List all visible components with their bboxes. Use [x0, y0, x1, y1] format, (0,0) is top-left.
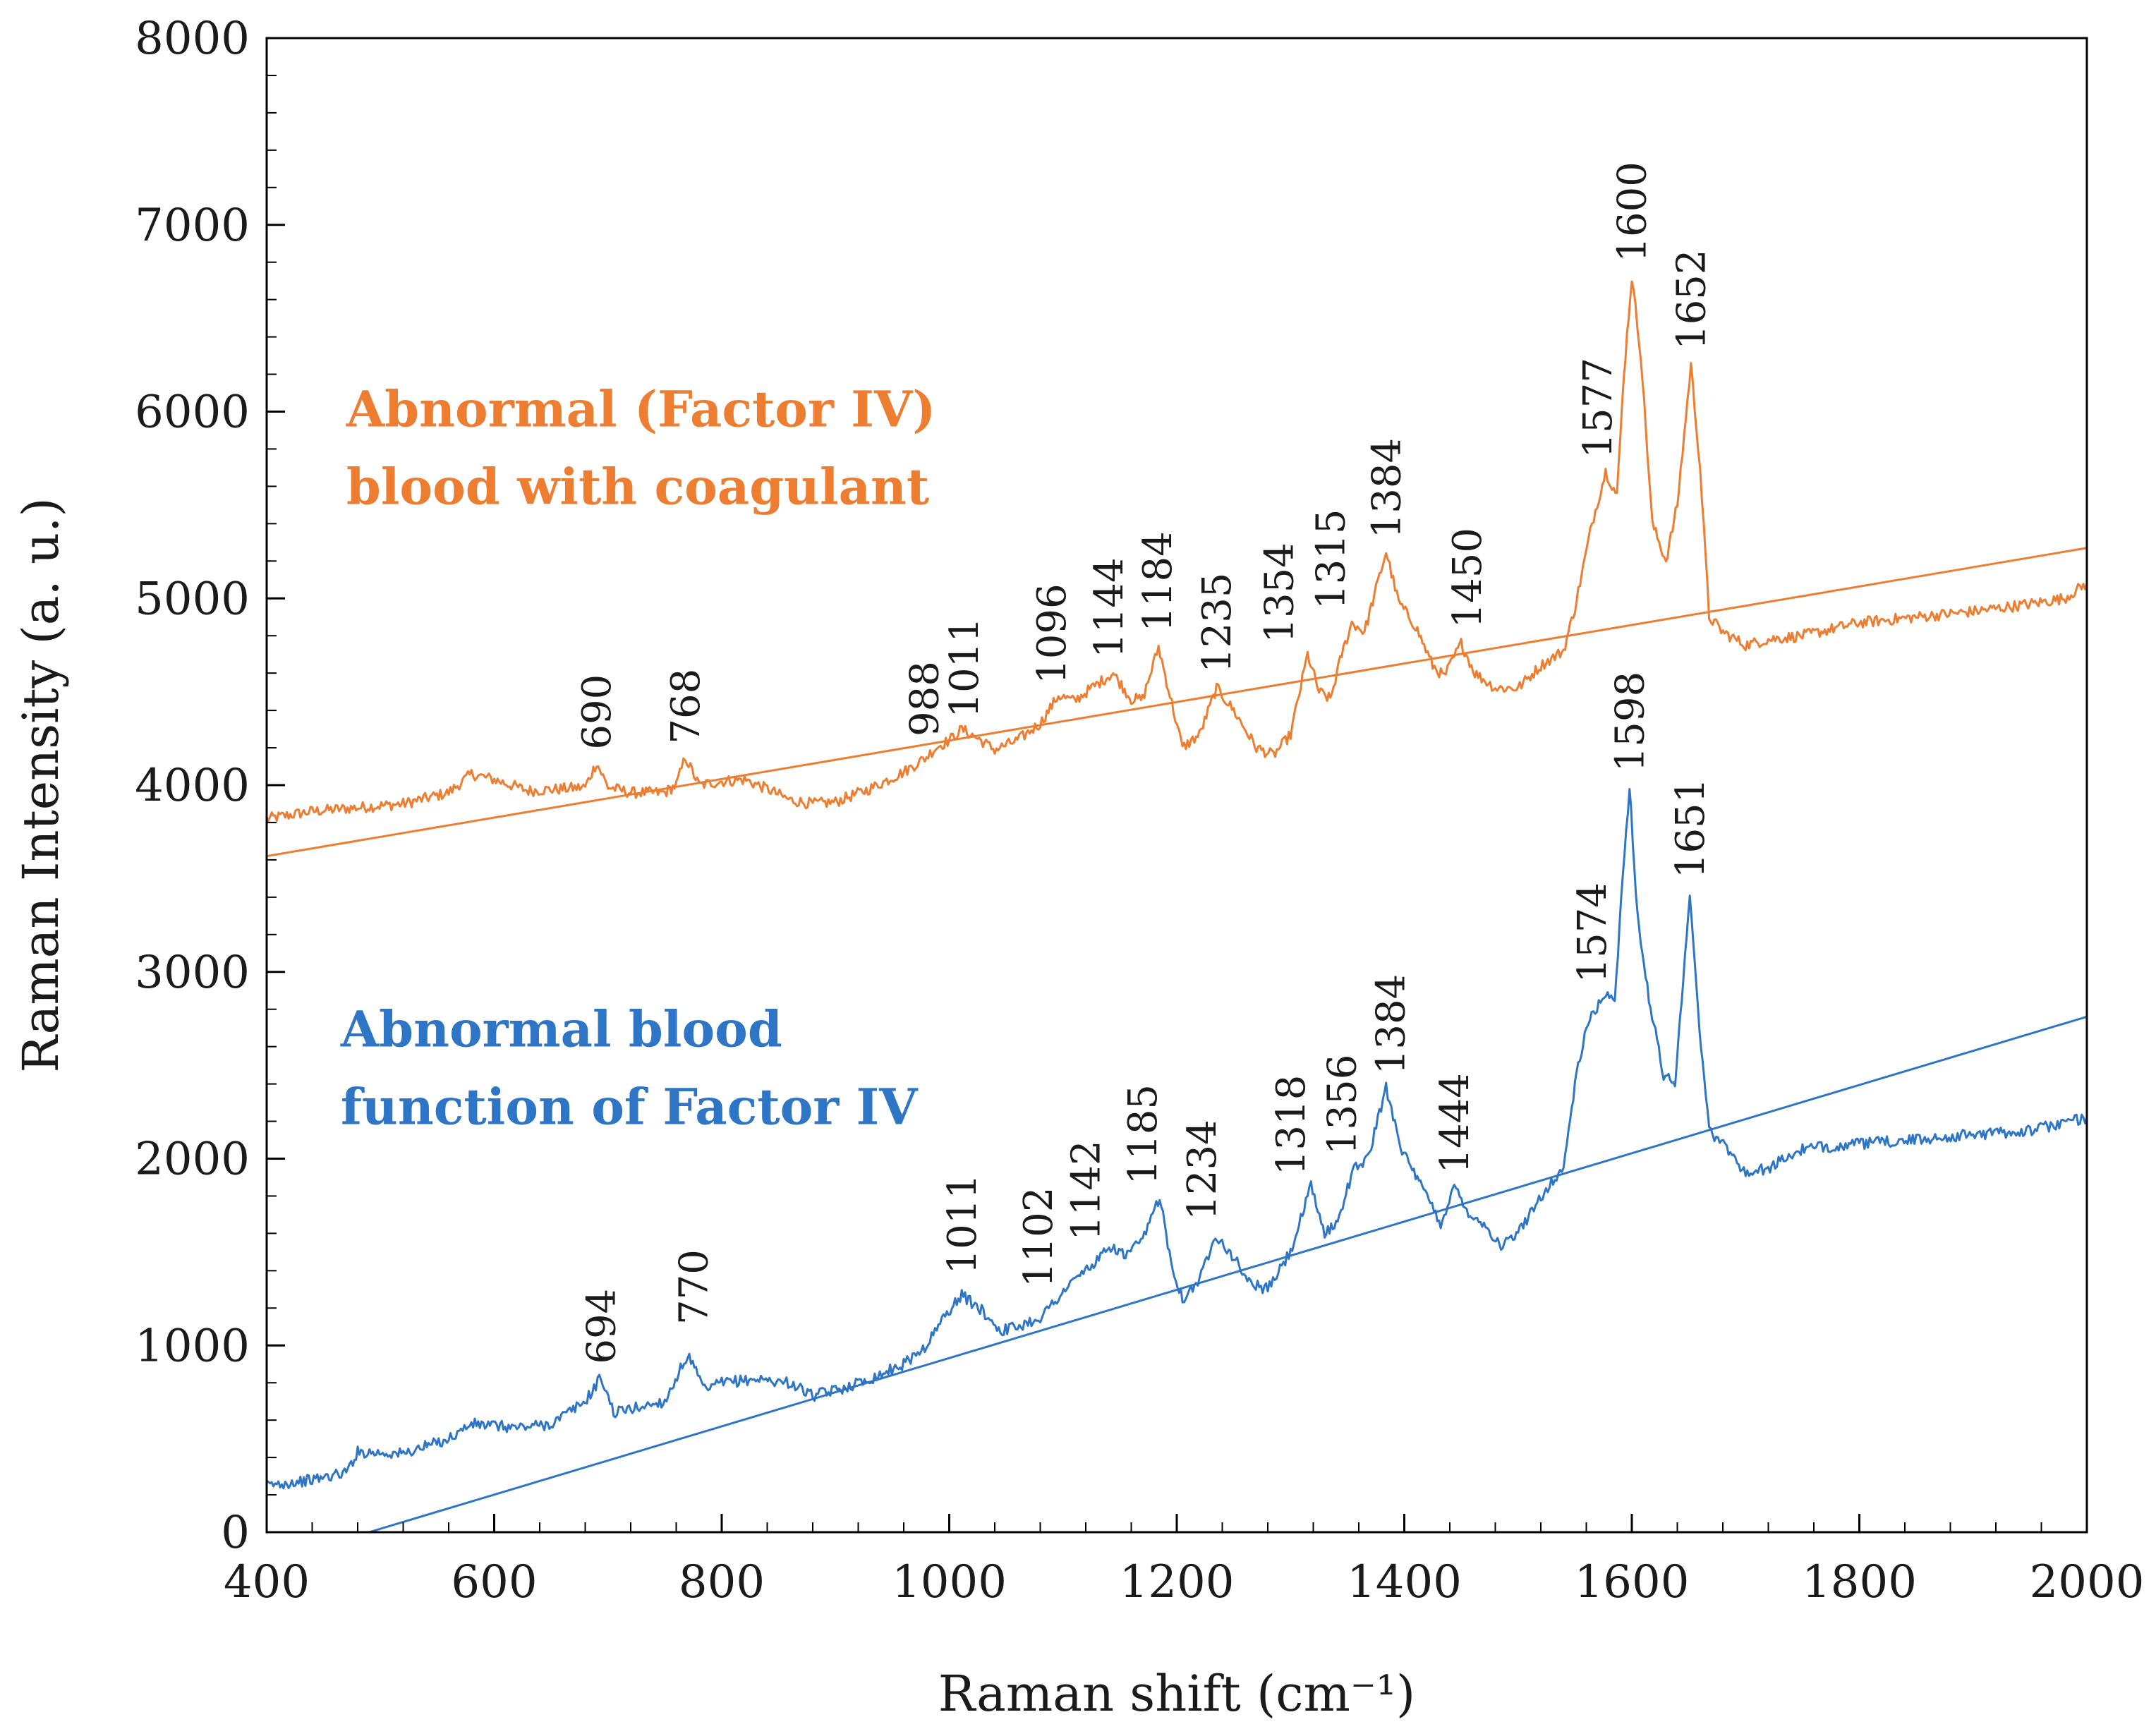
- peak-label: 1384: [1369, 974, 1415, 1075]
- y-tick-label: 0: [221, 1507, 250, 1559]
- peak-label: 1144: [1086, 557, 1132, 658]
- baseline-coagulant: [266, 547, 2088, 858]
- spectrum-line-factor-iv: [266, 788, 2088, 1490]
- y-tick-label: 8000: [135, 13, 250, 65]
- y-tick-label: 7000: [135, 200, 250, 252]
- peak-label: 694: [579, 1289, 625, 1364]
- peak-label: 1450: [1445, 528, 1491, 629]
- peak-label: 988: [902, 661, 948, 736]
- x-tick-label: 1000: [892, 1556, 1007, 1608]
- peak-label: 1651: [1668, 778, 1714, 879]
- baseline-factor-iv: [368, 1015, 2088, 1534]
- series-label-factor-iv: Abnormal blood: [340, 1000, 782, 1059]
- y-tick-label: 2000: [135, 1134, 250, 1186]
- y-axis-title: Raman Intensity (a. u.): [12, 497, 70, 1072]
- peak-label: 1356: [1319, 1055, 1365, 1155]
- peak-label: 770: [671, 1249, 717, 1325]
- x-tick-label: 2000: [2030, 1556, 2145, 1608]
- peak-label: 1600: [1610, 162, 1656, 262]
- y-tick-label: 4000: [135, 760, 250, 812]
- peak-label: 1185: [1120, 1084, 1166, 1185]
- axis-ticks: 400 600 800 1000 1200 1400 1600 1800 2000 0 1000 20…: [135, 13, 2144, 1608]
- peak-label: 1444: [1432, 1073, 1478, 1174]
- peak-label: 1234: [1180, 1120, 1225, 1220]
- peak-label: 1384: [1364, 438, 1410, 539]
- x-tick-label: 1200: [1120, 1556, 1235, 1608]
- peak-label: 1011: [942, 617, 988, 718]
- peak-label: 1315: [1308, 509, 1354, 610]
- x-tick-label: 1600: [1575, 1556, 1690, 1608]
- x-tick-label: 1400: [1347, 1556, 1462, 1608]
- peak-label: 1096: [1029, 583, 1075, 684]
- peak-label: 1652: [1669, 250, 1714, 351]
- peak-label: 1184: [1135, 531, 1181, 632]
- peak-label: 1011: [940, 1174, 986, 1275]
- y-tick-label: 1000: [135, 1320, 250, 1372]
- peak-label: 1142: [1064, 1140, 1110, 1241]
- y-tick-label: 5000: [135, 573, 250, 625]
- peak-label: 1577: [1575, 358, 1621, 459]
- peak-label: 1318: [1268, 1075, 1314, 1176]
- x-tick-label: 1800: [1802, 1556, 1917, 1608]
- peak-label: 1102: [1016, 1187, 1062, 1288]
- peak-label: 1598: [1607, 672, 1653, 772]
- peak-label: 1235: [1194, 573, 1240, 674]
- x-axis-title: Raman shift (cm⁻¹): [938, 1665, 1415, 1723]
- peak-label: 1574: [1570, 882, 1616, 983]
- peak-label: 690: [574, 674, 620, 750]
- x-tick-label: 600: [451, 1556, 537, 1608]
- x-tick-label: 400: [224, 1556, 310, 1608]
- series-label-coagulant: Abnormal (Factor IV): [346, 380, 936, 439]
- plot-layer: [265, 280, 2088, 1534]
- spectrum-line-coagulant: [265, 280, 2088, 822]
- y-tick-label: 3000: [135, 947, 250, 999]
- peak-label: 768: [663, 669, 709, 744]
- y-tick-label: 6000: [135, 387, 250, 439]
- peak-label: 1354: [1257, 542, 1303, 643]
- x-tick-label: 800: [679, 1556, 765, 1608]
- series-label-factor-iv: function of Factor IV: [341, 1078, 919, 1136]
- series-label-coagulant: blood with coagulant: [346, 458, 929, 516]
